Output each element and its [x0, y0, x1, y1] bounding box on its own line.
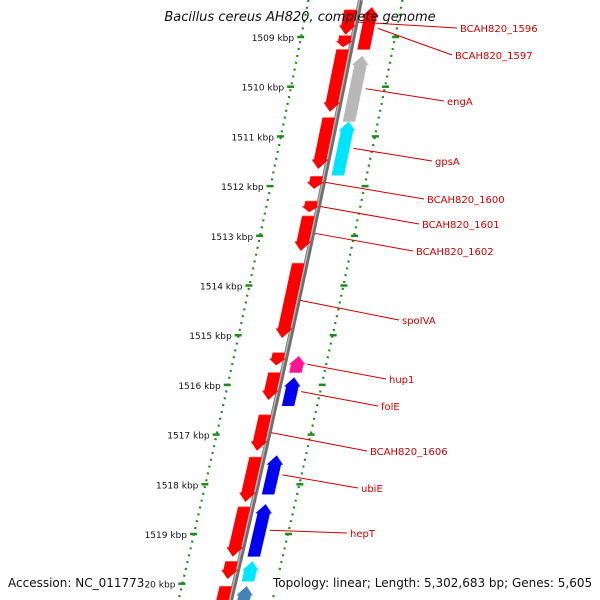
gene-highlight — [298, 355, 306, 365]
gene-label[interactable]: BCAH820_1602 — [416, 247, 494, 258]
ruler-tick-label: 1509 kbp — [252, 34, 295, 44]
gene-label-leader — [377, 27, 453, 56]
gene-BCAH820_1597-fwd[interactable] — [335, 35, 354, 48]
gene-BCAH820_1596[interactable] — [338, 9, 357, 35]
gene-gpsA[interactable] — [331, 121, 356, 176]
gene-label[interactable]: gpsA — [435, 157, 460, 168]
gene-highlight — [371, 6, 379, 17]
gene-hepT[interactable] — [247, 503, 273, 557]
kbp-ruler: 1509 kbp 1510 kbp 1511 kbp 1512 kbp 1513 kbp… — [133, 0, 404, 600]
gene-highlight — [293, 377, 301, 387]
gene-label[interactable]: BCAH820_1606 — [370, 447, 448, 458]
gene-label-leader — [269, 529, 348, 534]
ruler-tick-label: 1518 kbp — [156, 481, 199, 491]
gene-hup1-fwd[interactable] — [268, 352, 287, 366]
gene-label-leader — [301, 391, 379, 407]
gene-label-leader — [314, 232, 414, 252]
ruler-tick-label: 1514 kbp — [200, 283, 243, 293]
gene-label[interactable]: hepT — [350, 529, 376, 540]
ruler-tick-label: 1520 kbp — [133, 581, 176, 591]
ruler-tick-label: 1515 kbp — [189, 332, 232, 342]
gene-label-leader — [270, 432, 368, 452]
gene-label[interactable]: ubiE — [361, 484, 383, 495]
gene-spoIVA[interactable] — [275, 262, 305, 339]
gene-ubiE[interactable] — [261, 455, 284, 495]
gene-BCAH820_1597[interactable] — [357, 6, 379, 50]
gene-BCAH820_1606b[interactable] — [239, 456, 262, 503]
chromosome-backbone — [228, 0, 363, 600]
ruler-tick-label: 1513 kbp — [211, 233, 254, 243]
ruler-tick-label: 1512 kbp — [221, 183, 264, 193]
ruler-tick-label: 1510 kbp — [242, 84, 285, 94]
genome-title: Bacillus cereus AH820, complete genome — [164, 10, 436, 25]
backbone-highlight — [228, 0, 361, 600]
gene-label[interactable]: hup1 — [389, 375, 414, 386]
gene-folE-fwd[interactable] — [261, 372, 281, 401]
gene-gene-1519b[interactable] — [241, 560, 259, 582]
gene-label-leader — [358, 21, 458, 29]
gene-labels: BCAH820_1596 BCAH820_1597 engA gpsA BCAH820_… — [269, 21, 538, 540]
gene-highlight — [246, 585, 254, 596]
ruler-tick-label: 1517 kbp — [167, 432, 210, 442]
gene-label[interactable]: BCAH820_1597 — [455, 51, 533, 62]
gene-highlight — [252, 561, 259, 571]
ruler-tick-label: 1516 kbp — [178, 382, 221, 392]
gene-label[interactable]: spoIVA — [402, 316, 436, 327]
gene-gene-1520-fwd[interactable] — [214, 585, 233, 600]
gene-label[interactable]: BCAH820_1601 — [422, 220, 500, 231]
gene-highlight — [348, 121, 356, 131]
gene-BCAH820_1602[interactable] — [294, 215, 315, 252]
gene-label-leader — [325, 181, 425, 200]
gene-BCAH820_1600[interactable] — [306, 175, 325, 189]
gene-hepT-fwd[interactable] — [226, 506, 251, 557]
gene-gene-1519b-fwd[interactable] — [221, 561, 239, 580]
gene-folE[interactable] — [281, 377, 301, 407]
gene-BCAH820_1606[interactable] — [250, 414, 272, 451]
gene-label[interactable]: engA — [447, 97, 473, 108]
ruler-tick-label: 1511 kbp — [232, 133, 275, 143]
gene-label-leader — [307, 363, 387, 380]
gene-label-leader — [365, 88, 445, 102]
gene-label[interactable]: folE — [381, 402, 400, 413]
ruler-tick-label: 1519 kbp — [145, 531, 188, 541]
gene-hup1[interactable] — [288, 355, 306, 373]
accession-text: Accession: NC_011773 — [8, 573, 145, 593]
backbone-line — [228, 0, 363, 600]
gene-highlight — [265, 503, 273, 514]
gene-label-leader — [300, 299, 400, 321]
ruler-guide-left — [177, 0, 310, 600]
gene-label[interactable]: BCAH820_1596 — [460, 24, 538, 35]
gene-track — [214, 6, 379, 600]
gene-label-leader — [353, 147, 433, 162]
gene-BCAH820_1601[interactable] — [301, 200, 320, 213]
gene-highlight — [361, 55, 369, 66]
gene-label[interactable]: BCAH820_1600 — [427, 195, 505, 206]
gene-engA-fwd[interactable] — [323, 49, 349, 112]
ruler-guide-right — [271, 0, 404, 600]
gene-label-leader — [320, 205, 420, 225]
genome-summary-text: Topology: linear; Length: 5,302,683 bp; … — [270, 573, 593, 593]
gene-label-leader — [282, 474, 359, 489]
gene-gene-1520[interactable] — [234, 585, 254, 600]
gene-gpsA-fwd[interactable] — [311, 117, 336, 170]
gene-highlight — [276, 455, 284, 465]
